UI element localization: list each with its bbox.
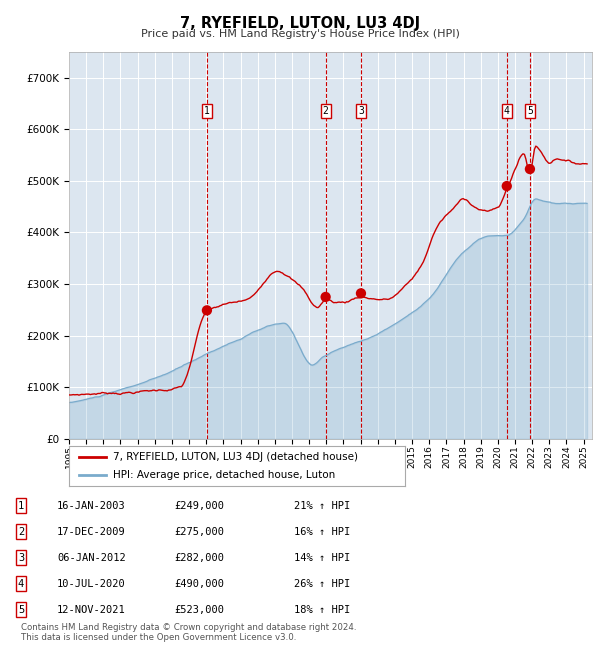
Text: 18% ↑ HPI: 18% ↑ HPI <box>294 604 350 615</box>
Text: £249,000: £249,000 <box>174 500 224 511</box>
Text: £490,000: £490,000 <box>174 578 224 589</box>
Text: 1: 1 <box>204 107 210 116</box>
Text: 4: 4 <box>18 578 24 589</box>
Text: 2: 2 <box>323 107 329 116</box>
Text: Price paid vs. HM Land Registry's House Price Index (HPI): Price paid vs. HM Land Registry's House … <box>140 29 460 38</box>
Text: 3: 3 <box>358 107 364 116</box>
Text: £523,000: £523,000 <box>174 604 224 615</box>
Text: 5: 5 <box>18 604 24 615</box>
Text: 16-JAN-2003: 16-JAN-2003 <box>57 500 126 511</box>
Point <box>525 164 535 174</box>
Text: 7, RYEFIELD, LUTON, LU3 4DJ (detached house): 7, RYEFIELD, LUTON, LU3 4DJ (detached ho… <box>113 452 358 461</box>
Text: Contains HM Land Registry data © Crown copyright and database right 2024.
This d: Contains HM Land Registry data © Crown c… <box>21 623 356 642</box>
Text: 10-JUL-2020: 10-JUL-2020 <box>57 578 126 589</box>
Text: 4: 4 <box>504 107 510 116</box>
Text: 26% ↑ HPI: 26% ↑ HPI <box>294 578 350 589</box>
Text: HPI: Average price, detached house, Luton: HPI: Average price, detached house, Luto… <box>113 471 335 480</box>
Text: £275,000: £275,000 <box>174 526 224 537</box>
Text: 7, RYEFIELD, LUTON, LU3 4DJ: 7, RYEFIELD, LUTON, LU3 4DJ <box>180 16 420 31</box>
Text: 5: 5 <box>527 107 533 116</box>
Text: 1: 1 <box>18 500 24 511</box>
Text: 06-JAN-2012: 06-JAN-2012 <box>57 552 126 563</box>
Point <box>202 305 212 315</box>
Point <box>321 292 331 302</box>
Text: 3: 3 <box>18 552 24 563</box>
Text: £282,000: £282,000 <box>174 552 224 563</box>
Text: 12-NOV-2021: 12-NOV-2021 <box>57 604 126 615</box>
Text: 2: 2 <box>18 526 24 537</box>
Text: 16% ↑ HPI: 16% ↑ HPI <box>294 526 350 537</box>
Point <box>502 181 512 191</box>
Text: 17-DEC-2009: 17-DEC-2009 <box>57 526 126 537</box>
Text: 21% ↑ HPI: 21% ↑ HPI <box>294 500 350 511</box>
Point <box>356 288 366 298</box>
Text: 14% ↑ HPI: 14% ↑ HPI <box>294 552 350 563</box>
